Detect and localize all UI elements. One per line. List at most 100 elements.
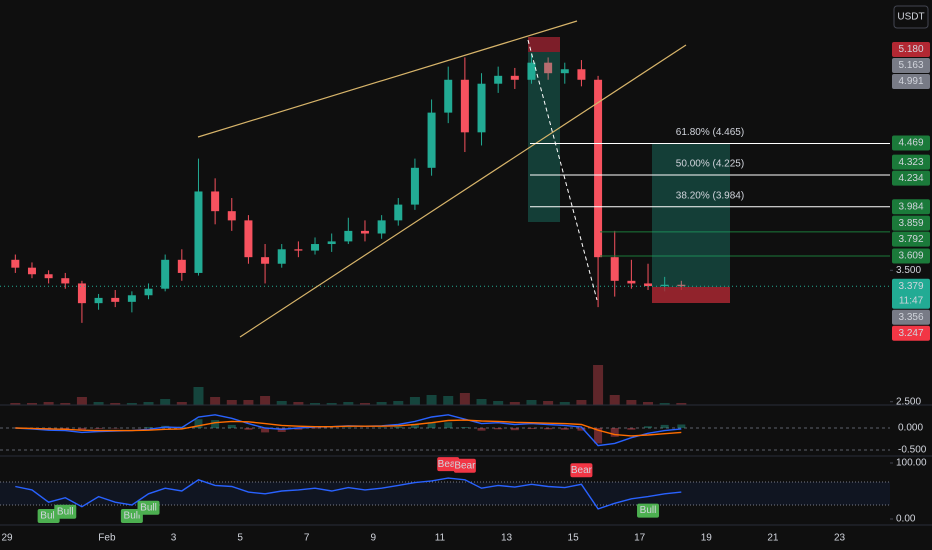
candle-body bbox=[577, 69, 586, 80]
risk-box bbox=[652, 287, 730, 303]
y-tick-label: -0.500 bbox=[898, 445, 927, 456]
macd-histogram bbox=[460, 427, 469, 428]
volume-bar bbox=[476, 399, 487, 405]
candle-body bbox=[277, 249, 286, 264]
signal-label: Bull bbox=[640, 505, 657, 516]
price-label-box bbox=[892, 135, 930, 151]
price-label: 5.163 bbox=[898, 60, 923, 71]
candle-body bbox=[360, 230, 369, 234]
volume-bar bbox=[43, 402, 54, 405]
candle-body bbox=[194, 191, 203, 273]
volume-bar bbox=[260, 396, 271, 405]
path-line bbox=[527, 39, 598, 301]
candle-body bbox=[227, 211, 236, 221]
price-label: 5.180 bbox=[898, 44, 923, 55]
signal-label: Bear bbox=[571, 465, 593, 476]
candle-body bbox=[344, 230, 353, 242]
candle-body bbox=[111, 297, 120, 302]
candle-body bbox=[477, 83, 486, 133]
currency: USDT bbox=[897, 12, 924, 23]
candle-body bbox=[527, 62, 536, 80]
x-tick-label: 23 bbox=[834, 533, 846, 544]
macd-histogram bbox=[594, 427, 603, 444]
candle-body bbox=[377, 220, 386, 234]
candle-body bbox=[510, 75, 519, 80]
candle-body bbox=[660, 284, 669, 287]
volume-bar bbox=[359, 403, 370, 405]
volume-bar bbox=[409, 397, 420, 405]
volume-bar bbox=[193, 387, 204, 405]
currency-box bbox=[893, 5, 929, 29]
price-label-box bbox=[892, 231, 930, 247]
price-label-box bbox=[892, 199, 930, 215]
macd-histogram bbox=[560, 427, 569, 430]
macd-histogram bbox=[294, 427, 303, 430]
candle-body bbox=[427, 112, 436, 168]
x-tick-label: 3 bbox=[171, 533, 177, 544]
price-label-box bbox=[892, 248, 930, 264]
volume-bar bbox=[526, 400, 537, 405]
x-tick-label: 19 bbox=[701, 533, 713, 544]
macd-histogram bbox=[577, 427, 586, 431]
candle-body bbox=[610, 257, 619, 281]
volume-bar bbox=[343, 402, 354, 405]
volume-bar bbox=[593, 365, 604, 405]
volume-bar bbox=[559, 402, 570, 405]
macd-histogram bbox=[261, 427, 270, 433]
macd-histogram bbox=[610, 427, 619, 437]
risk-box bbox=[528, 37, 560, 52]
fib-label: 50.00% (4.225) bbox=[676, 159, 744, 170]
price-label: 3.792 bbox=[898, 234, 923, 245]
candle-body bbox=[560, 69, 569, 74]
price-label-box bbox=[892, 170, 930, 186]
macd-histogram bbox=[144, 427, 153, 428]
trend-line bbox=[197, 20, 578, 138]
volume-bar bbox=[143, 402, 154, 405]
x-tick-label: Feb bbox=[98, 533, 116, 544]
x-tick-label: 7 bbox=[304, 533, 310, 544]
signal-label: Bull bbox=[40, 511, 57, 522]
candle-body bbox=[594, 79, 603, 258]
band bbox=[0, 482, 890, 506]
candle-body bbox=[460, 79, 469, 133]
signal-label: Bull bbox=[57, 506, 74, 517]
volume-bar bbox=[76, 397, 87, 405]
macd-histogram bbox=[244, 427, 253, 430]
signal-label: Bear bbox=[454, 460, 476, 471]
volume-bar bbox=[626, 400, 637, 405]
signal-label: Bull bbox=[124, 511, 141, 522]
candle-body bbox=[61, 278, 70, 284]
candle-body bbox=[410, 167, 419, 205]
macd-histogram bbox=[194, 419, 203, 428]
volume-bar bbox=[609, 395, 620, 405]
target-box bbox=[528, 52, 560, 222]
macd-histogram bbox=[410, 424, 419, 428]
macd-histogram bbox=[211, 420, 220, 428]
price-label: 3.379 bbox=[898, 281, 923, 292]
volume-bar bbox=[160, 399, 171, 405]
volume-bar bbox=[26, 403, 37, 405]
oscillator-line bbox=[15, 477, 682, 510]
signal-box bbox=[453, 458, 476, 473]
x-tick-label: 9 bbox=[371, 533, 377, 544]
candle-body bbox=[244, 220, 253, 258]
candle-body bbox=[261, 257, 270, 264]
price-label: 4.991 bbox=[898, 76, 923, 87]
candle-body bbox=[77, 283, 86, 304]
y-tick-label: 0.000 bbox=[898, 423, 923, 434]
price-label: 3.247 bbox=[898, 328, 923, 339]
drawings: 61.80% (4.465) 50.00% (4.225) 38.20% (3.98… bbox=[197, 20, 890, 338]
price-label-box bbox=[892, 74, 930, 90]
trend-line bbox=[239, 44, 687, 338]
signal-line bbox=[15, 419, 682, 437]
candle-body bbox=[27, 267, 36, 275]
candle-body bbox=[294, 249, 303, 251]
macd-histogram bbox=[427, 422, 436, 428]
x-tick-label: 11 bbox=[435, 533, 446, 544]
volume-bar bbox=[276, 401, 287, 405]
signal-box bbox=[54, 504, 77, 519]
volume-bar bbox=[293, 402, 304, 405]
signal-box bbox=[37, 509, 60, 523]
volume-bar bbox=[243, 400, 254, 405]
volume-bar bbox=[110, 403, 121, 405]
